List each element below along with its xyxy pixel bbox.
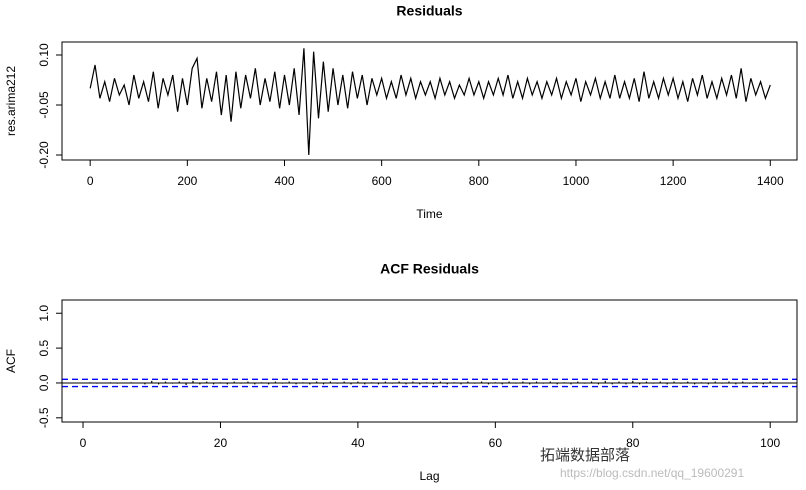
y-axis-label: ACF (4, 349, 18, 373)
x-tick-label: 40 (351, 436, 365, 450)
series-line (89, 48, 771, 156)
y-tick-label: 0.5 (37, 339, 51, 356)
x-tick-label: 200 (177, 174, 197, 188)
plot-frame (61, 41, 798, 161)
chart-title: Residuals (396, 3, 462, 19)
plot-frame (61, 299, 798, 423)
x-tick-label: 100 (760, 436, 780, 450)
y-tick-label: -0.05 (37, 91, 51, 119)
y-axis-label: res.arima212 (4, 66, 18, 136)
x-axis-label: Lag (419, 469, 439, 483)
x-tick-label: 80 (626, 436, 640, 450)
x-tick-label: 20 (214, 436, 228, 450)
x-tick-label: 1400 (757, 174, 784, 188)
y-tick-label: 0.0 (37, 374, 51, 391)
x-tick-label: 800 (469, 174, 489, 188)
x-tick-label: 1200 (660, 174, 687, 188)
watermark-brand: 拓端数据部落 (540, 447, 630, 464)
x-tick-label: 400 (274, 174, 294, 188)
watermark-url: https://blog.csdn.net/qq_19600291 (560, 466, 744, 480)
y-tick-label: -0.5 (37, 407, 51, 428)
x-tick-label: 1000 (563, 174, 590, 188)
x-tick-label: 0 (80, 436, 87, 450)
y-tick-label: 0.10 (37, 43, 51, 67)
y-tick-label: -0.20 (37, 141, 51, 169)
x-axis-label: Time (416, 207, 443, 221)
x-tick-label: 600 (372, 174, 392, 188)
x-tick-label: 60 (489, 436, 503, 450)
x-tick-label: 0 (87, 174, 94, 188)
chart-title: ACF Residuals (380, 261, 479, 277)
y-tick-label: 1.0 (37, 305, 51, 322)
